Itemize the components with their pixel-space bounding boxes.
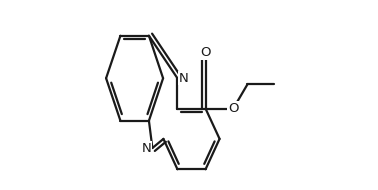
Text: N: N (142, 142, 152, 154)
Text: O: O (200, 46, 211, 59)
Text: N: N (178, 72, 188, 85)
Text: O: O (228, 102, 239, 115)
